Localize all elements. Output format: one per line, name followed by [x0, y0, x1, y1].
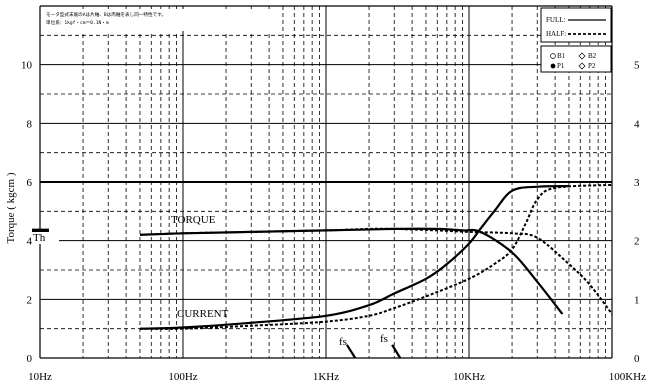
- fs-label-2: fs: [380, 333, 388, 345]
- x-tick-label: 10Hz: [28, 371, 52, 383]
- plot-frame: [39, 5, 613, 359]
- note-line-2: 単位系：1kgf・cm＝0.1N・m: [46, 19, 109, 26]
- series-group: [139, 183, 613, 330]
- current-half-line: [139, 183, 613, 330]
- y2-tick-labels: 0 1 2 3 4 5: [634, 60, 640, 365]
- y2-tick-label: 1: [634, 294, 640, 306]
- y2-tick-label: 5: [634, 60, 640, 72]
- legend-line-box: FULL: HALF:: [540, 7, 612, 43]
- legend-b2-label: B2: [588, 52, 597, 60]
- y-tick-labels: 0 2 4 6 8 10: [21, 60, 33, 365]
- legend-p2-label: P2: [588, 62, 596, 70]
- y-tick-label: 6: [27, 177, 33, 189]
- annotation-marks: [32, 228, 402, 359]
- y2-tick-label: 0: [634, 353, 640, 365]
- legend-marker-box: B1 B2 P1 P2: [540, 45, 612, 73]
- fs-mark-1: [345, 344, 357, 359]
- legend-b1-icon: [550, 53, 556, 59]
- y2-tick-label: 2: [634, 236, 640, 248]
- y-tick-label: 2: [27, 294, 33, 306]
- y-tick-label: 4: [27, 236, 33, 248]
- legend-frame: [540, 7, 612, 43]
- torque-label: TORQUE: [171, 214, 216, 226]
- y-tick-label: 0: [27, 353, 33, 365]
- torque-full-line: [139, 227, 564, 315]
- legend-p2-icon: [578, 62, 586, 70]
- x-tick-label: 100Hz: [168, 371, 197, 383]
- legend-marker-frame: [540, 45, 612, 73]
- fs-mark-2: [391, 344, 402, 359]
- fs-label-1: fs: [339, 336, 347, 348]
- x-tick-label: 100KHz: [609, 371, 646, 383]
- legend-b1-label: B1: [557, 52, 566, 60]
- note-line-1: モータ型式末尾のAは片軸、Bは両軸を表し同一特性です。: [46, 11, 166, 18]
- y2-tick-label: 3: [634, 177, 640, 189]
- y-tick-label: 8: [27, 118, 33, 130]
- x-tick-label: 1KHz: [313, 371, 339, 383]
- legend-half-label: HALF:: [546, 30, 566, 38]
- torque-half-line: [139, 227, 613, 315]
- y-axis-label: Torque ( kgcm ): [5, 172, 17, 243]
- x-tick-labels: 10Hz 100Hz 1KHz 10KHz 100KHz: [28, 371, 646, 383]
- th-label-bg: [29, 232, 59, 244]
- current-full-line: [139, 185, 570, 330]
- note-box: モータ型式末尾のAは片軸、Bは両軸を表し同一特性です。 単位系：1kgf・cm＝…: [46, 11, 166, 26]
- y-tick-label: 10: [21, 60, 33, 72]
- th-label: Th: [33, 232, 46, 244]
- note-box-bg: [43, 9, 273, 31]
- current-label: CURRENT: [177, 308, 229, 320]
- legend-b2-icon: [578, 52, 586, 60]
- x-tick-label: 10KHz: [453, 371, 485, 383]
- legend-full-label: FULL:: [546, 16, 566, 24]
- legend-p1-icon: [550, 63, 556, 69]
- legend-p1-label: P1: [557, 62, 565, 70]
- chart-grid: [40, 6, 612, 358]
- y2-tick-label: 4: [634, 118, 640, 130]
